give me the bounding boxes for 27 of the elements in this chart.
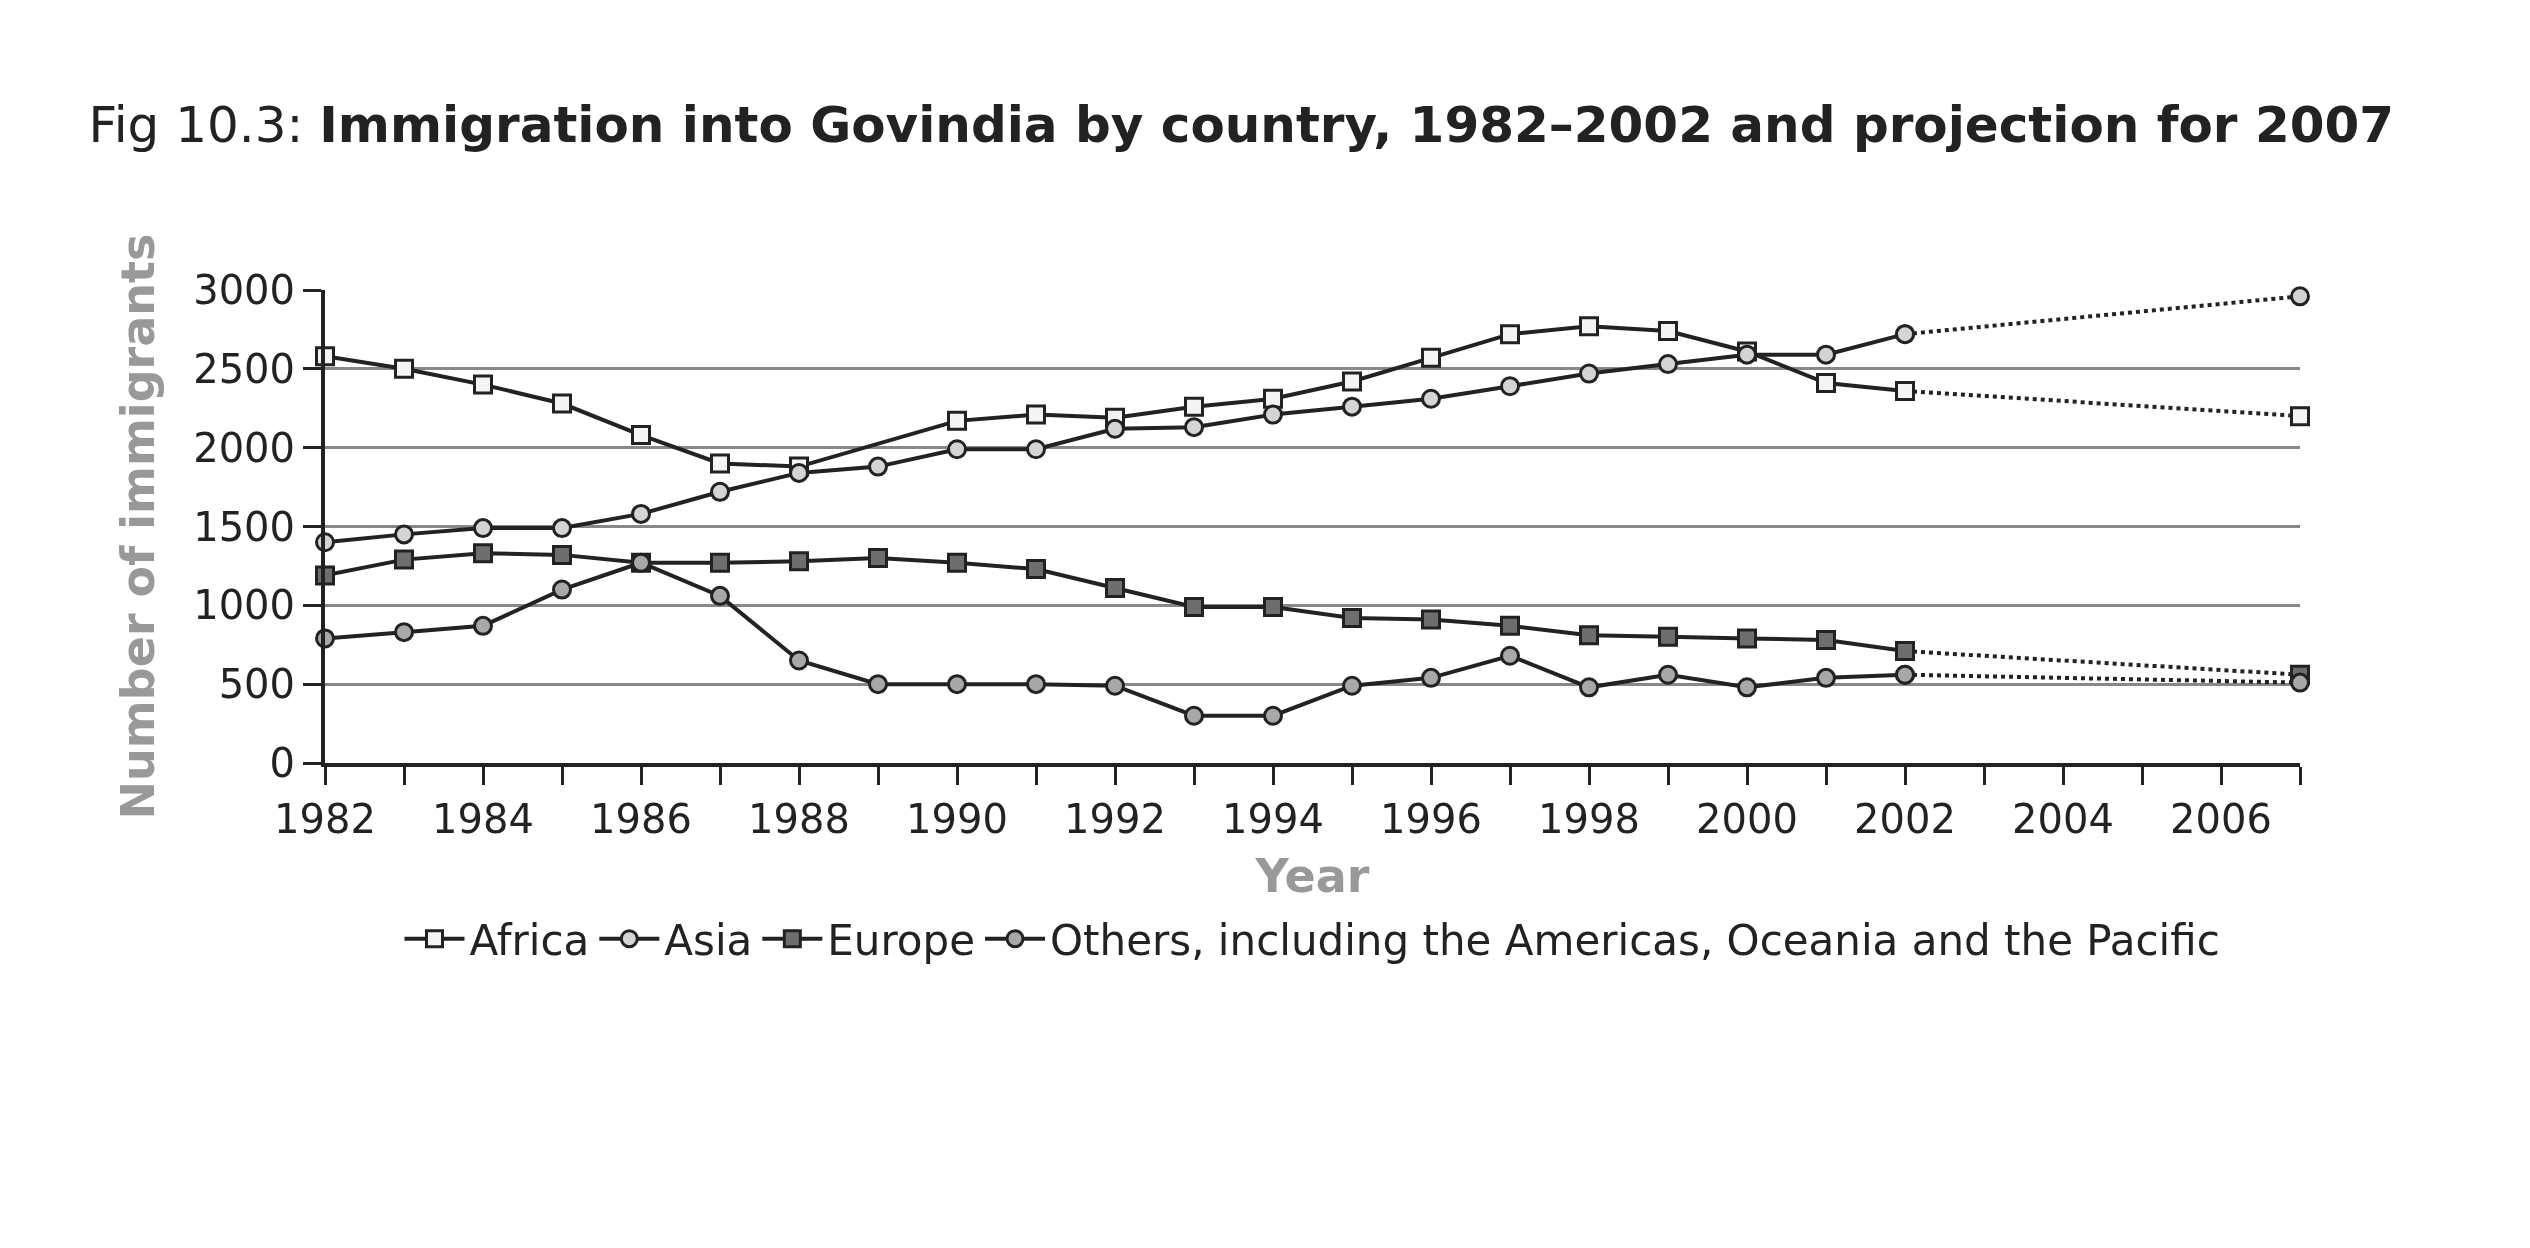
y-tick-label: 1000 bbox=[193, 582, 295, 629]
chart-title: Fig 10.3: Immigration into Govindia by country, 1982–2002 and projection for 2007 bbox=[88, 96, 2395, 155]
legend-label: Africa bbox=[469, 916, 590, 966]
y-tick-label: 1500 bbox=[193, 503, 295, 550]
y-axis-title: Number of immigrants bbox=[111, 233, 166, 820]
y-tick-label: 500 bbox=[218, 661, 295, 708]
y-tick-label: 3000 bbox=[193, 267, 295, 313]
legend-label: Asia bbox=[664, 916, 753, 966]
y-tick-label: 2000 bbox=[193, 424, 295, 471]
y-tick-label: 2500 bbox=[193, 345, 295, 392]
x-axis-title: Year bbox=[1254, 849, 1370, 904]
x-tick-label: 1998 bbox=[1538, 796, 1640, 842]
x-tick-label: 1986 bbox=[590, 796, 692, 842]
y-tick-label: 0 bbox=[269, 740, 295, 786]
x-tick-label: 1984 bbox=[432, 796, 534, 842]
x-tick-label: 1988 bbox=[748, 796, 850, 842]
x-tick-label: 1982 bbox=[274, 796, 376, 842]
x-tick-label: 2006 bbox=[2170, 796, 2272, 842]
legend-label: Europe bbox=[827, 916, 976, 966]
x-tick-label: 1992 bbox=[1064, 796, 1166, 842]
x-tick-label: 2004 bbox=[2012, 796, 2114, 842]
x-tick-label: 1990 bbox=[906, 796, 1008, 842]
x-tick-label: 1994 bbox=[1222, 796, 1324, 842]
legend-label: Others, including the Americas, Oceania and the Pacific bbox=[1050, 916, 2220, 966]
x-tick-label: 2000 bbox=[1696, 796, 1798, 842]
x-tick-label: 1996 bbox=[1380, 796, 1482, 842]
x-tick-label: 2002 bbox=[1854, 796, 1956, 842]
